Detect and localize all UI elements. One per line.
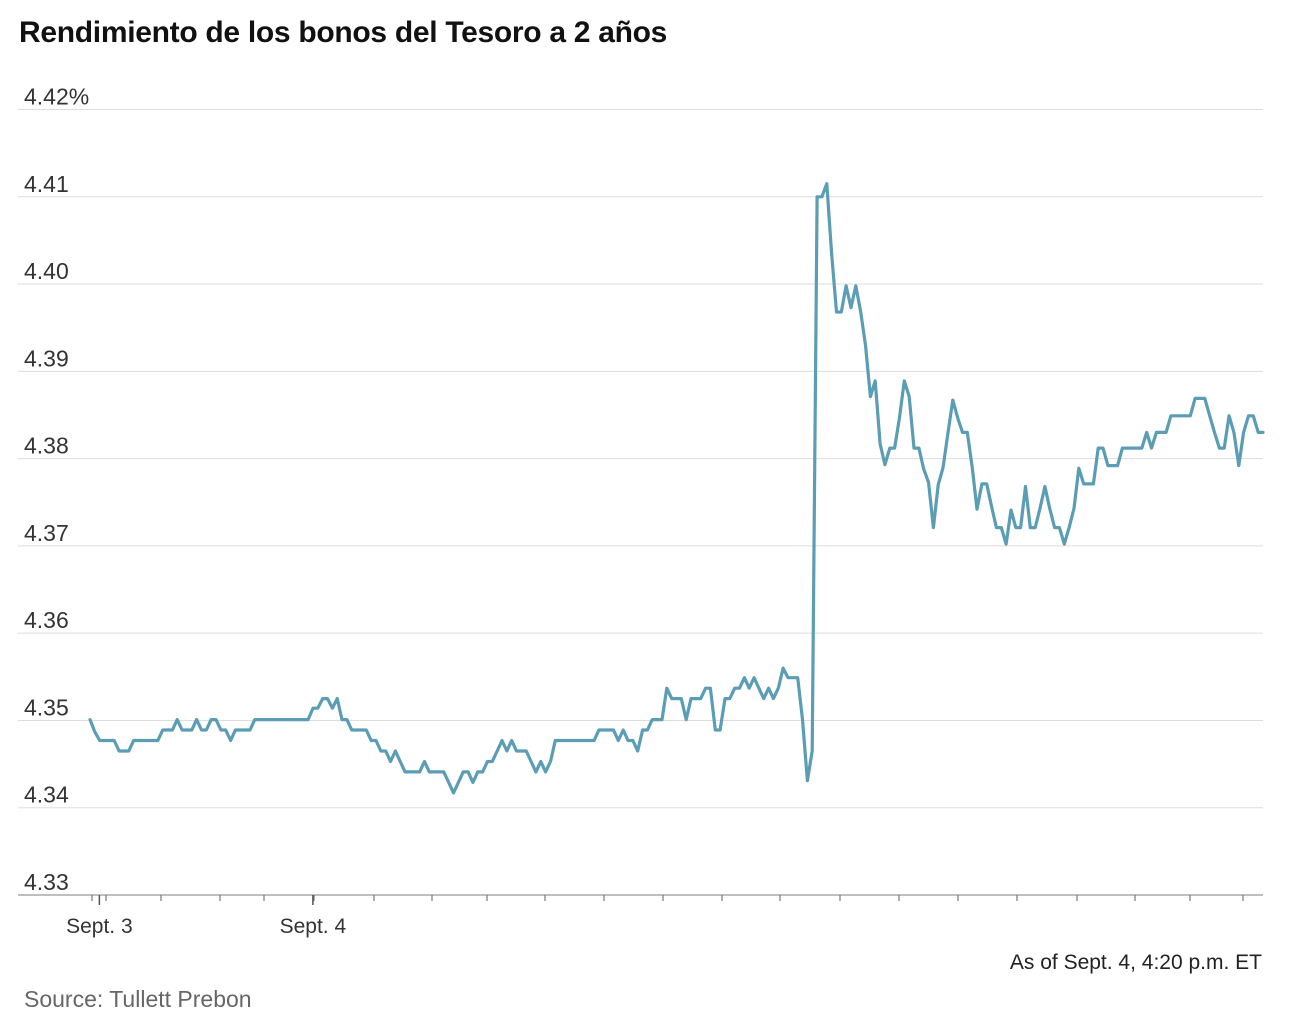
y-tick-label: 4.40 <box>24 258 69 284</box>
y-tick-label: 4.33 <box>24 869 69 895</box>
gridlines <box>18 109 1263 896</box>
chart-title: Rendimiento de los bonos del Tesoro a 2 … <box>19 16 668 49</box>
y-tick-label: 4.38 <box>24 433 69 459</box>
y-tick-label: 4.42% <box>24 84 89 110</box>
y-tick-label: 4.39 <box>24 345 69 371</box>
y-tick-label: 4.37 <box>24 520 69 546</box>
y-tick-label: 4.41 <box>24 171 69 197</box>
x-tick-label: Sept. 3 <box>66 915 133 938</box>
as-of-note: As of Sept. 4, 4:20 p.m. ET <box>1009 951 1262 974</box>
x-axis: Sept. 3 Sept. 4 <box>66 895 1244 938</box>
y-tick-label: 4.35 <box>24 694 69 720</box>
series-layer <box>88 182 1265 795</box>
source-note: Source: Tullett Prebon <box>24 986 252 1012</box>
x-tick-label: Sept. 4 <box>280 915 347 938</box>
y-tick-label: 4.36 <box>24 607 69 633</box>
y-tick-label: 4.34 <box>24 782 69 808</box>
series-line <box>88 182 1265 795</box>
y-axis-tick-labels: 4.42% 4.41 4.40 4.39 4.38 4.37 4.36 4.35 4.34 4.3… <box>24 84 89 896</box>
